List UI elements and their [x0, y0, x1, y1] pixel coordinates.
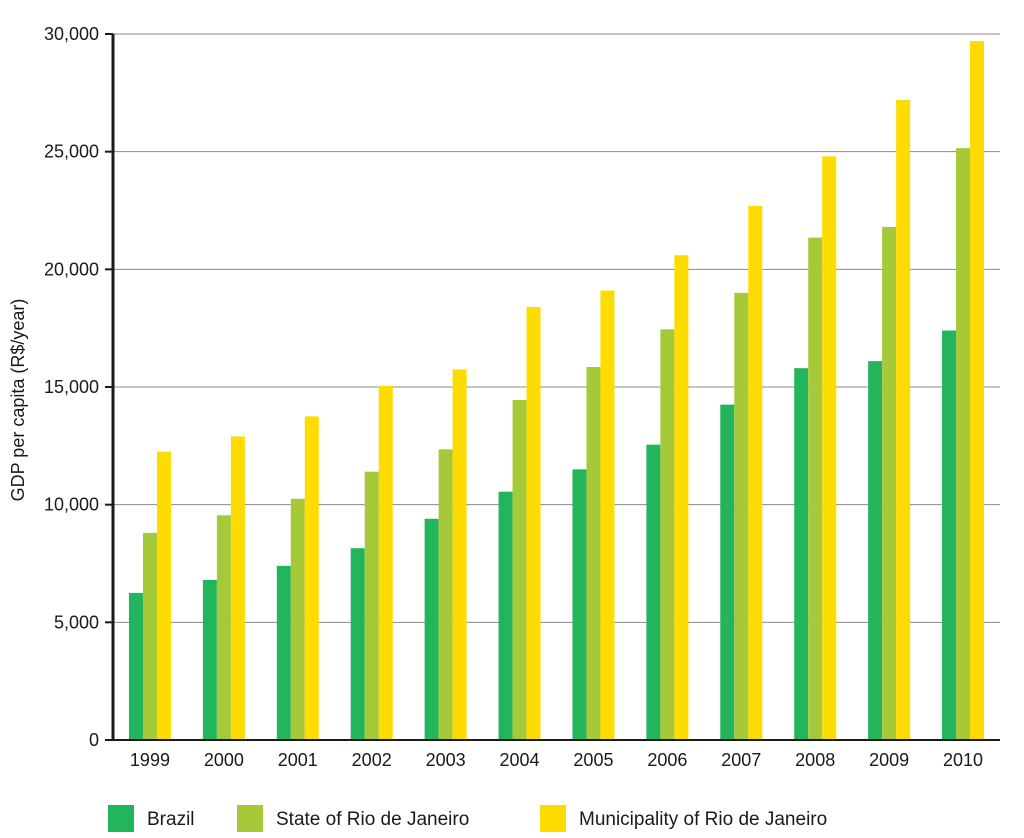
- bar-1999-state-of-rio-de-janeiro: [142, 532, 157, 740]
- y-tick-label: 15,000: [44, 377, 99, 397]
- bar-2001-brazil: [276, 565, 291, 740]
- gridlines: [105, 33, 1000, 741]
- x-tick-label: 2007: [721, 750, 761, 770]
- legend-label: Municipality of Rio de Janeiro: [579, 809, 827, 830]
- bar-2007-state-of-rio-de-janeiro: [734, 292, 749, 740]
- bar-2003-brazil: [424, 518, 439, 740]
- x-tick-label: 2004: [500, 750, 540, 770]
- x-tick-label: 2003: [426, 750, 466, 770]
- x-tick-label: 2000: [204, 750, 244, 770]
- y-tick-label: 30,000: [44, 24, 99, 44]
- bar-2008-municipality-of-rio-de-janeiro: [822, 156, 837, 740]
- bar-2007-municipality-of-rio-de-janeiro: [748, 205, 763, 740]
- bar-2004-brazil: [498, 491, 513, 740]
- bar-2005-municipality-of-rio-de-janeiro: [600, 290, 615, 740]
- x-tick-label: 2009: [869, 750, 909, 770]
- y-tick-label: 0: [89, 730, 99, 750]
- x-tick-label: 2001: [278, 750, 318, 770]
- bar-2002-state-of-rio-de-janeiro: [364, 471, 379, 740]
- bar-2006-state-of-rio-de-janeiro: [660, 329, 675, 740]
- x-tick-label: 2006: [647, 750, 687, 770]
- x-tick-labels: 1999 2000 2001 2002 2003 2004 2005 2006 2007 2008…: [130, 750, 983, 770]
- bar-2005-brazil: [572, 469, 587, 740]
- bar-2002-brazil: [350, 548, 365, 740]
- legend-swatch: [237, 805, 263, 832]
- bar-2003-state-of-rio-de-janeiro: [438, 449, 453, 740]
- y-tick-label: 5,000: [54, 612, 99, 632]
- y-tick-label: 10,000: [44, 495, 99, 515]
- y-tick-label: 25,000: [44, 142, 99, 162]
- axes: [105, 34, 1000, 741]
- bars: [128, 41, 985, 741]
- bar-2007-brazil: [720, 404, 735, 740]
- bar-2004-municipality-of-rio-de-janeiro: [526, 306, 541, 740]
- bar-2009-brazil: [868, 361, 883, 740]
- y-tick-label: 20,000: [44, 259, 99, 279]
- bar-2003-municipality-of-rio-de-janeiro: [452, 369, 467, 740]
- legend: Brazil State of Rio de Janeiro Municipalit…: [108, 805, 827, 832]
- legend-label: Brazil: [147, 809, 195, 830]
- x-tick-label: 2008: [795, 750, 835, 770]
- bar-2001-state-of-rio-de-janeiro: [290, 498, 305, 740]
- bar-2006-municipality-of-rio-de-janeiro: [674, 255, 689, 741]
- legend-swatch: [108, 805, 134, 832]
- bar-2000-brazil: [202, 579, 217, 740]
- x-tick-label: 2002: [352, 750, 392, 770]
- bar-2004-state-of-rio-de-janeiro: [512, 399, 527, 740]
- legend-label: State of Rio de Janeiro: [276, 809, 469, 830]
- legend-swatch: [540, 805, 566, 832]
- bar-2010-brazil: [942, 330, 957, 740]
- bar-2001-municipality-of-rio-de-janeiro: [304, 416, 319, 740]
- bar-2009-state-of-rio-de-janeiro: [882, 226, 897, 740]
- y-tick-labels: 0 5,000 10,000 15,000 20,000 25,000 30,000: [44, 24, 99, 750]
- bar-2005-state-of-rio-de-janeiro: [586, 366, 601, 740]
- bar-2010-state-of-rio-de-janeiro: [956, 148, 971, 741]
- bar-2008-brazil: [794, 368, 809, 740]
- bar-2000-state-of-rio-de-janeiro: [216, 515, 231, 740]
- bar-2008-state-of-rio-de-janeiro: [808, 237, 823, 740]
- bar-2000-municipality-of-rio-de-janeiro: [230, 436, 245, 740]
- y-axis-title: GDP per capita (R$/year): [8, 299, 28, 502]
- x-tick-label: 2010: [943, 750, 983, 770]
- bar-2010-municipality-of-rio-de-janeiro: [970, 41, 985, 741]
- x-tick-label: 2005: [573, 750, 613, 770]
- bar-2006-brazil: [646, 444, 661, 740]
- bar-1999-brazil: [128, 592, 143, 740]
- x-tick-label: 1999: [130, 750, 170, 770]
- bar-1999-municipality-of-rio-de-janeiro: [156, 451, 171, 740]
- bar-2009-municipality-of-rio-de-janeiro: [896, 99, 911, 741]
- bar-2002-municipality-of-rio-de-janeiro: [378, 385, 393, 740]
